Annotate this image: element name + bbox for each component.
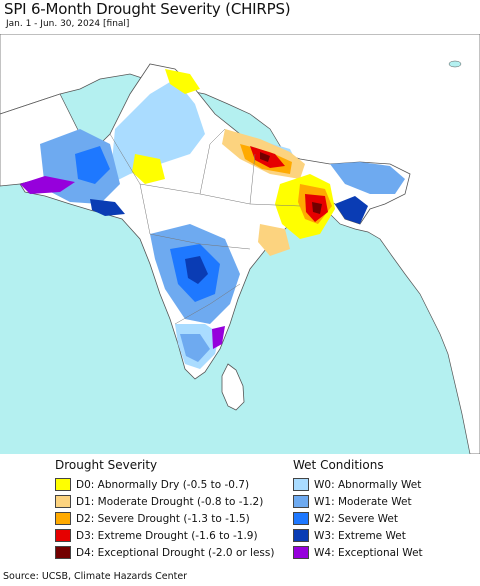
- wet-areas: [20, 79, 405, 369]
- swatch-d3: [55, 529, 71, 542]
- legend-label-d2: D2: Severe Drought (-1.3 to -1.5): [76, 512, 250, 525]
- map-title: SPI 6-Month Drought Severity (CHIRPS): [4, 0, 291, 18]
- swatch-d2: [55, 512, 71, 525]
- swatch-w4: [293, 546, 309, 559]
- legend-drought: Drought Severity D0: Abnormally Dry (-0.…: [55, 458, 274, 561]
- swatch-w1: [293, 495, 309, 508]
- legend-item-w0: W0: Abnormally Wet: [293, 476, 423, 493]
- legend-label-w3: W3: Extreme Wet: [314, 529, 406, 542]
- swatch-w3: [293, 529, 309, 542]
- land-sri-lanka: [221, 363, 245, 411]
- legend-label-w1: W1: Moderate Wet: [314, 495, 412, 508]
- legend-item-d2: D2: Severe Drought (-1.3 to -1.5): [55, 510, 274, 527]
- legend-drought-heading: Drought Severity: [55, 458, 158, 472]
- legend-label-d4: D4: Exceptional Drought (-2.0 or less): [76, 546, 275, 559]
- swatch-d4: [55, 546, 71, 559]
- legend-item-d4: D4: Exceptional Drought (-2.0 or less): [55, 544, 274, 561]
- legend-label-d0: D0: Abnormally Dry (-0.5 to -0.7): [76, 478, 250, 491]
- legend-wet-heading: Wet Conditions: [293, 458, 384, 472]
- legend-item-w2: W2: Severe Wet: [293, 510, 423, 527]
- legend-item-w1: W1: Moderate Wet: [293, 493, 423, 510]
- map-subtitle: Jan. 1 - Jun. 30, 2024 [final]: [6, 19, 130, 29]
- swatch-w0: [293, 478, 309, 491]
- map-svg: [0, 34, 480, 454]
- legend-label-d1: D1: Moderate Drought (-0.8 to -1.2): [76, 495, 264, 508]
- legend-label-w4: W4: Exceptional Wet: [314, 546, 423, 559]
- swatch-d1: [55, 495, 71, 508]
- legend-label-w0: W0: Abnormally Wet: [314, 478, 422, 491]
- drought-areas: [132, 69, 335, 256]
- legend-label-d3: D3: Extreme Drought (-1.6 to -1.9): [76, 529, 258, 542]
- source-credit: Source: UCSB, Climate Hazards Center: [3, 571, 188, 582]
- swatch-w2: [293, 512, 309, 525]
- legend-item-w3: W3: Extreme Wet: [293, 527, 423, 544]
- drought-map: [0, 34, 480, 454]
- legend: Drought Severity D0: Abnormally Dry (-0.…: [0, 458, 480, 568]
- legend-label-w2: W2: Severe Wet: [314, 512, 398, 525]
- lake: [448, 60, 462, 68]
- legend-wet: Wet Conditions W0: Abnormally Wet W1: Mo…: [293, 458, 423, 561]
- legend-item-d0: D0: Abnormally Dry (-0.5 to -0.7): [55, 476, 274, 493]
- legend-item-w4: W4: Exceptional Wet: [293, 544, 423, 561]
- admin-borders: [109, 128, 301, 325]
- swatch-d0: [55, 478, 71, 491]
- legend-item-d3: D3: Extreme Drought (-1.6 to -1.9): [55, 527, 274, 544]
- legend-item-d1: D1: Moderate Drought (-0.8 to -1.2): [55, 493, 274, 510]
